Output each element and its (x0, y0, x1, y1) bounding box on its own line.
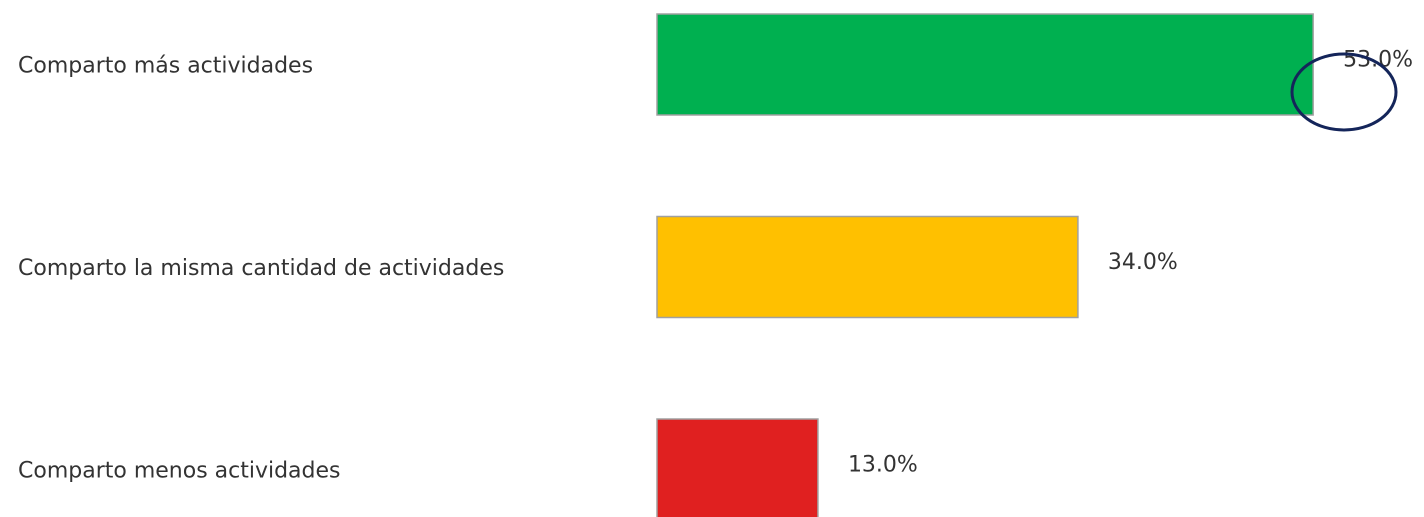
value-label: 34.0% (1108, 250, 1178, 275)
category-label: Comparto más actividades (18, 54, 313, 79)
bar (656, 215, 1079, 319)
bar (656, 418, 819, 517)
value-label: 13.0% (848, 453, 918, 478)
value-label: 53.0% (1343, 48, 1413, 73)
highlight-circle (1290, 52, 1398, 132)
category-label: Comparto menos actividades (18, 459, 341, 484)
bar (656, 13, 1314, 116)
category-label: Comparto la misma cantidad de actividade… (18, 256, 504, 281)
bars: Comparto más actividades 53.0% Comparto la… (18, 13, 1413, 517)
